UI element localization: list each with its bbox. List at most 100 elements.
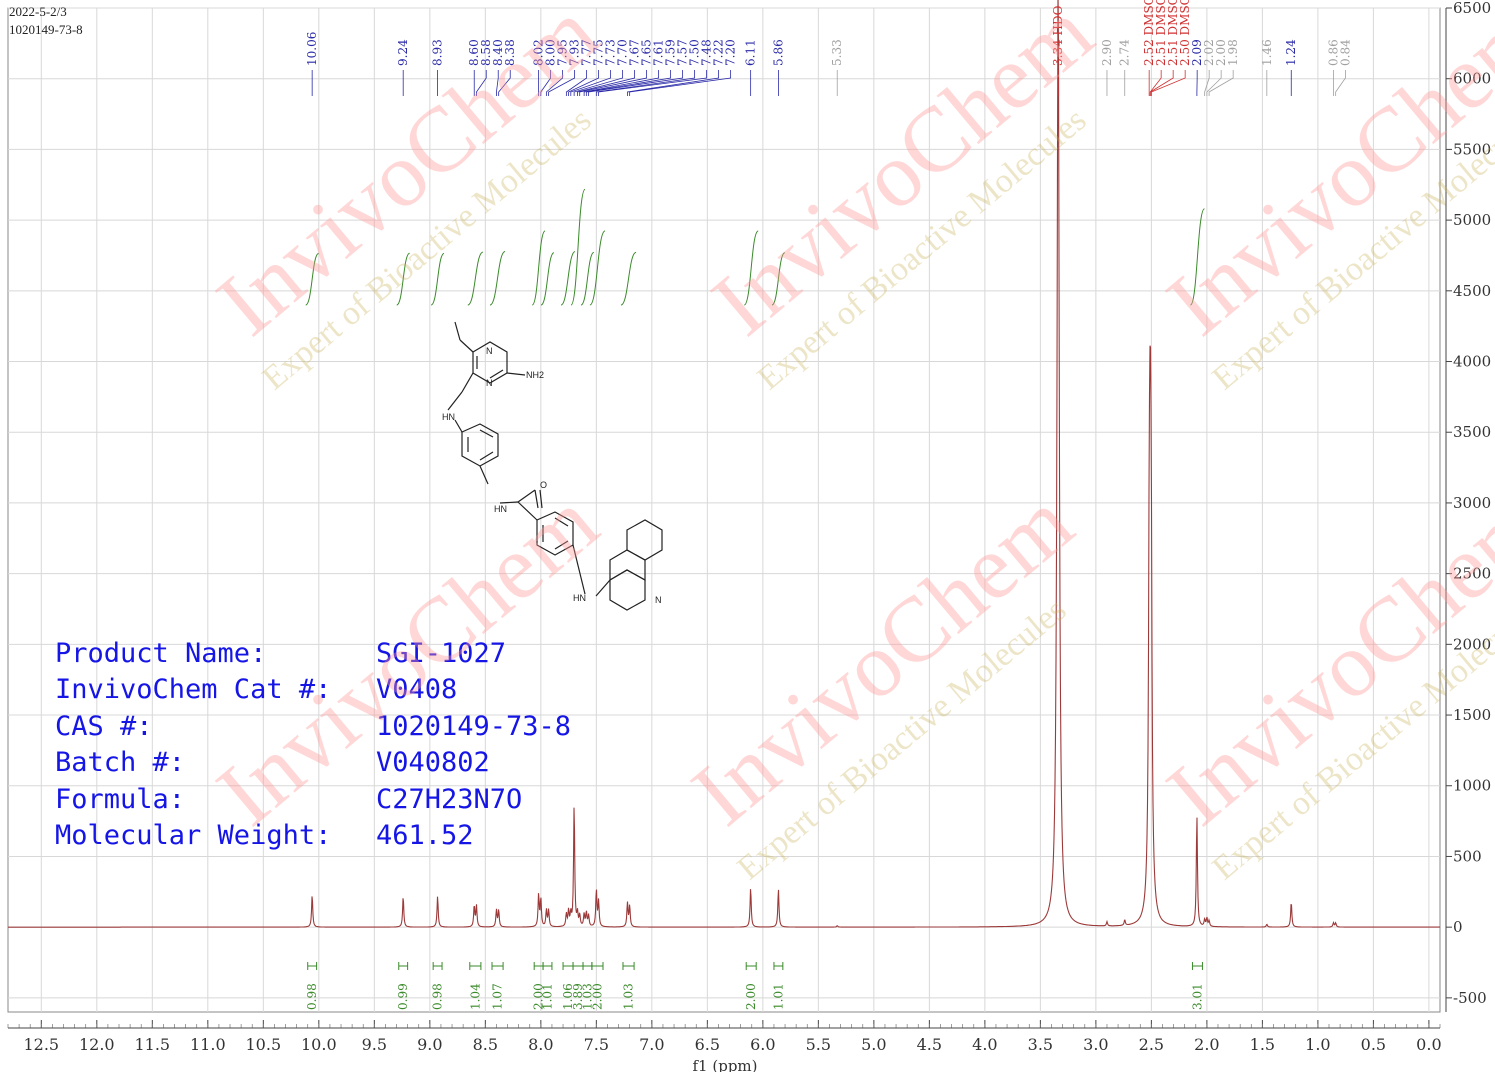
peak-label-group: 9.24: [396, 39, 410, 96]
peak-leader-line: [1149, 70, 1174, 96]
peak-leader-line: [583, 70, 660, 96]
peak-label-group: 8.00: [540, 39, 558, 96]
peak-label: 1.98: [1226, 39, 1240, 66]
integral-value: 1.03: [580, 983, 594, 1010]
peak-label-group: 1.46: [1260, 39, 1274, 96]
x-tick-label: 2.5: [1139, 1035, 1164, 1054]
y-axis: 6500600055005000450040003500300025002000…: [1445, 0, 1491, 1012]
x-tick-label: 0.0: [1416, 1035, 1441, 1054]
atom-hn1: HN: [442, 412, 455, 422]
value-mw: 461.52: [376, 820, 474, 851]
peak-leader-line: [476, 70, 487, 96]
peak-label: 7.75: [592, 39, 606, 66]
peak-label-group: 7.61: [583, 39, 666, 96]
header-cas: 1020149-73-8: [9, 22, 83, 37]
peak-label: 2.00: [1214, 39, 1228, 66]
value-cat: V0408: [376, 674, 458, 705]
peak-leader-line: [570, 70, 612, 96]
x-tick-label: 10.5: [246, 1035, 282, 1054]
peak-leader-line: [565, 70, 588, 96]
integral-curve: [771, 252, 786, 306]
atom-hn2: HN: [494, 504, 507, 514]
value-formula: C27H23N7O: [376, 784, 523, 815]
x-tick-label: 6.0: [750, 1035, 775, 1054]
peak-label-group: 0.86: [1326, 39, 1340, 96]
peak-label: 7.48: [700, 39, 714, 66]
integral-bar: 2.00: [590, 962, 604, 1010]
integral-curve: [580, 251, 595, 306]
peak-leader-line: [1150, 70, 1186, 96]
peak-label-group: 7.20: [629, 39, 738, 96]
acquisition-date: 2022-5-2/3: [9, 4, 67, 19]
peak-label-group: 8.60: [467, 39, 481, 96]
label-cat: InvivoChem Cat #:: [55, 674, 332, 705]
x-tick-label: 8.0: [528, 1035, 553, 1054]
peak-label: 0.86: [1326, 39, 1340, 66]
peak-label: 8.38: [503, 39, 517, 66]
peak-label: 7.61: [652, 39, 666, 66]
peak-label-group: 7.95: [545, 39, 570, 96]
integral-curve: [489, 250, 506, 306]
peak-leader-line: [548, 70, 576, 96]
peak-leader-line: [629, 70, 732, 96]
peak-label: 7.20: [724, 39, 738, 66]
integral-bar: 1.03: [622, 962, 636, 1010]
peak-label: 9.24: [396, 39, 410, 66]
peak-label: 7.22: [712, 39, 726, 66]
peak-label-group: 8.02: [532, 39, 546, 96]
peak-label-group: 2.52 DMSO: [1142, 0, 1156, 96]
integral-bar: 0.99: [396, 962, 410, 1010]
y-tick-label: 1000: [1453, 777, 1491, 795]
y-tick-label: 1500: [1453, 706, 1491, 724]
peak-label: 2.09: [1190, 39, 1204, 66]
peak-leader-line: [545, 70, 564, 96]
label-product-name: Product Name:: [55, 638, 267, 669]
integral-value: 3.01: [1190, 983, 1204, 1010]
y-tick-label: 5500: [1453, 140, 1491, 158]
peak-label-group: 7.57: [588, 39, 690, 96]
peak-label-group: 3.34 HDO: [1051, 5, 1065, 96]
integral-bar: 1.04: [468, 962, 482, 1010]
x-tick-label: 7.0: [639, 1035, 664, 1054]
integral-value: 0.98: [431, 983, 445, 1010]
grid-lines: [7, 7, 1441, 1013]
integral-bars: 0.98 0.99 0.98 1.04 1.07 2.001.01 1.063.891.03…: [305, 962, 1204, 1010]
plot-frame: [7, 7, 1441, 1013]
peak-label: 7.77: [580, 39, 594, 66]
peak-label-group: 8.40: [491, 39, 505, 96]
peak-label: 7.93: [568, 39, 582, 66]
peak-label-group: 2.09: [1190, 39, 1204, 96]
peak-label: 8.40: [491, 39, 505, 66]
peak-leader-line: [579, 70, 648, 96]
value-batch: V040802: [376, 747, 490, 778]
peak-label: 8.02: [532, 39, 546, 66]
peak-label-group: 5.33: [830, 39, 844, 96]
peak-labels: 10.06 9.24 8.93 8.608.588.408.38 8.028.007.9…: [305, 0, 1352, 96]
y-tick-label: 2000: [1453, 635, 1491, 653]
peak-label: 2.51 DMSO: [1154, 0, 1168, 66]
peak-label-group: 8.38: [498, 39, 517, 96]
y-tick-label: 3000: [1453, 494, 1491, 512]
peak-label: 7.57: [676, 39, 690, 66]
peak-label-group: 2.51 DMSO: [1149, 0, 1180, 96]
integral-value: 1.01: [771, 983, 785, 1010]
integral-value: 1.03: [622, 983, 636, 1010]
x-tick-label: 0.5: [1361, 1035, 1386, 1054]
x-tick-label: 1.5: [1250, 1035, 1275, 1054]
peak-label: 7.70: [616, 39, 630, 66]
peak-label-group: 7.65: [579, 39, 654, 96]
integral-value: 0.99: [396, 983, 410, 1010]
peak-label: 2.74: [1118, 39, 1132, 66]
peak-label: 1.46: [1260, 39, 1274, 66]
integral-curve: [430, 252, 445, 306]
integral-value: 0.98: [305, 983, 319, 1010]
integral-value: 3.89: [571, 983, 585, 1010]
peak-leader-line: [498, 70, 511, 96]
x-tick-label: 3.0: [1083, 1035, 1108, 1054]
x-tick-label: 9.5: [362, 1035, 387, 1054]
x-tick-label: 3.5: [1028, 1035, 1053, 1054]
integral-curve: [531, 230, 546, 306]
peak-leader-line: [496, 70, 499, 96]
peak-label-group: 7.73: [570, 39, 618, 96]
